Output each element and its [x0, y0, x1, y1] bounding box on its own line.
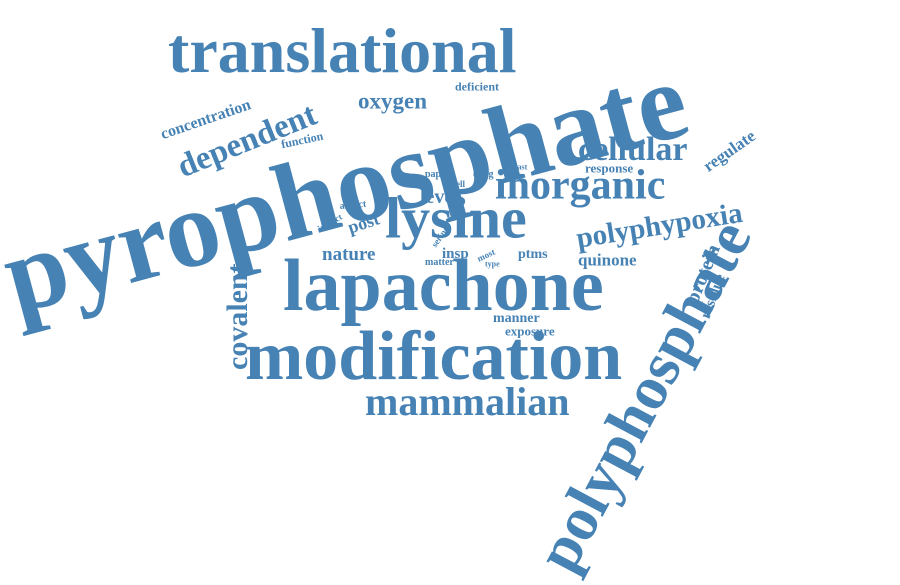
word-translational: translational: [168, 14, 517, 86]
word-lysine: lysine: [385, 185, 527, 251]
word-cellular: cellular: [578, 130, 688, 168]
word-nature: nature: [322, 243, 376, 265]
word-type: type: [485, 259, 500, 269]
word-matter: matter: [425, 257, 454, 268]
word-covalent: covalent: [221, 263, 254, 370]
word-lapachone: lapachone: [283, 244, 604, 327]
word-exposure: exposure: [505, 323, 555, 339]
word-level: level: [420, 186, 459, 208]
word-paper: paper: [425, 169, 450, 180]
word-response: response: [585, 160, 634, 176]
word-modification: modification: [245, 318, 623, 395]
word-deficient: deficient: [455, 79, 499, 94]
word-quinone: quinone: [578, 250, 637, 270]
word-mammalian: mammalian: [365, 379, 570, 424]
word-cell: cell: [452, 178, 465, 189]
word-yeast: yeast: [510, 162, 528, 172]
word-inorganic: inorganic: [495, 162, 666, 209]
word-oxygen: oxygen: [358, 88, 427, 114]
word-ptms: ptms: [518, 246, 548, 262]
word-regulate: regulate: [699, 126, 759, 176]
word-manner: manner: [493, 310, 540, 326]
word-drug: drug: [473, 169, 494, 180]
word-insp: insp: [442, 246, 469, 262]
